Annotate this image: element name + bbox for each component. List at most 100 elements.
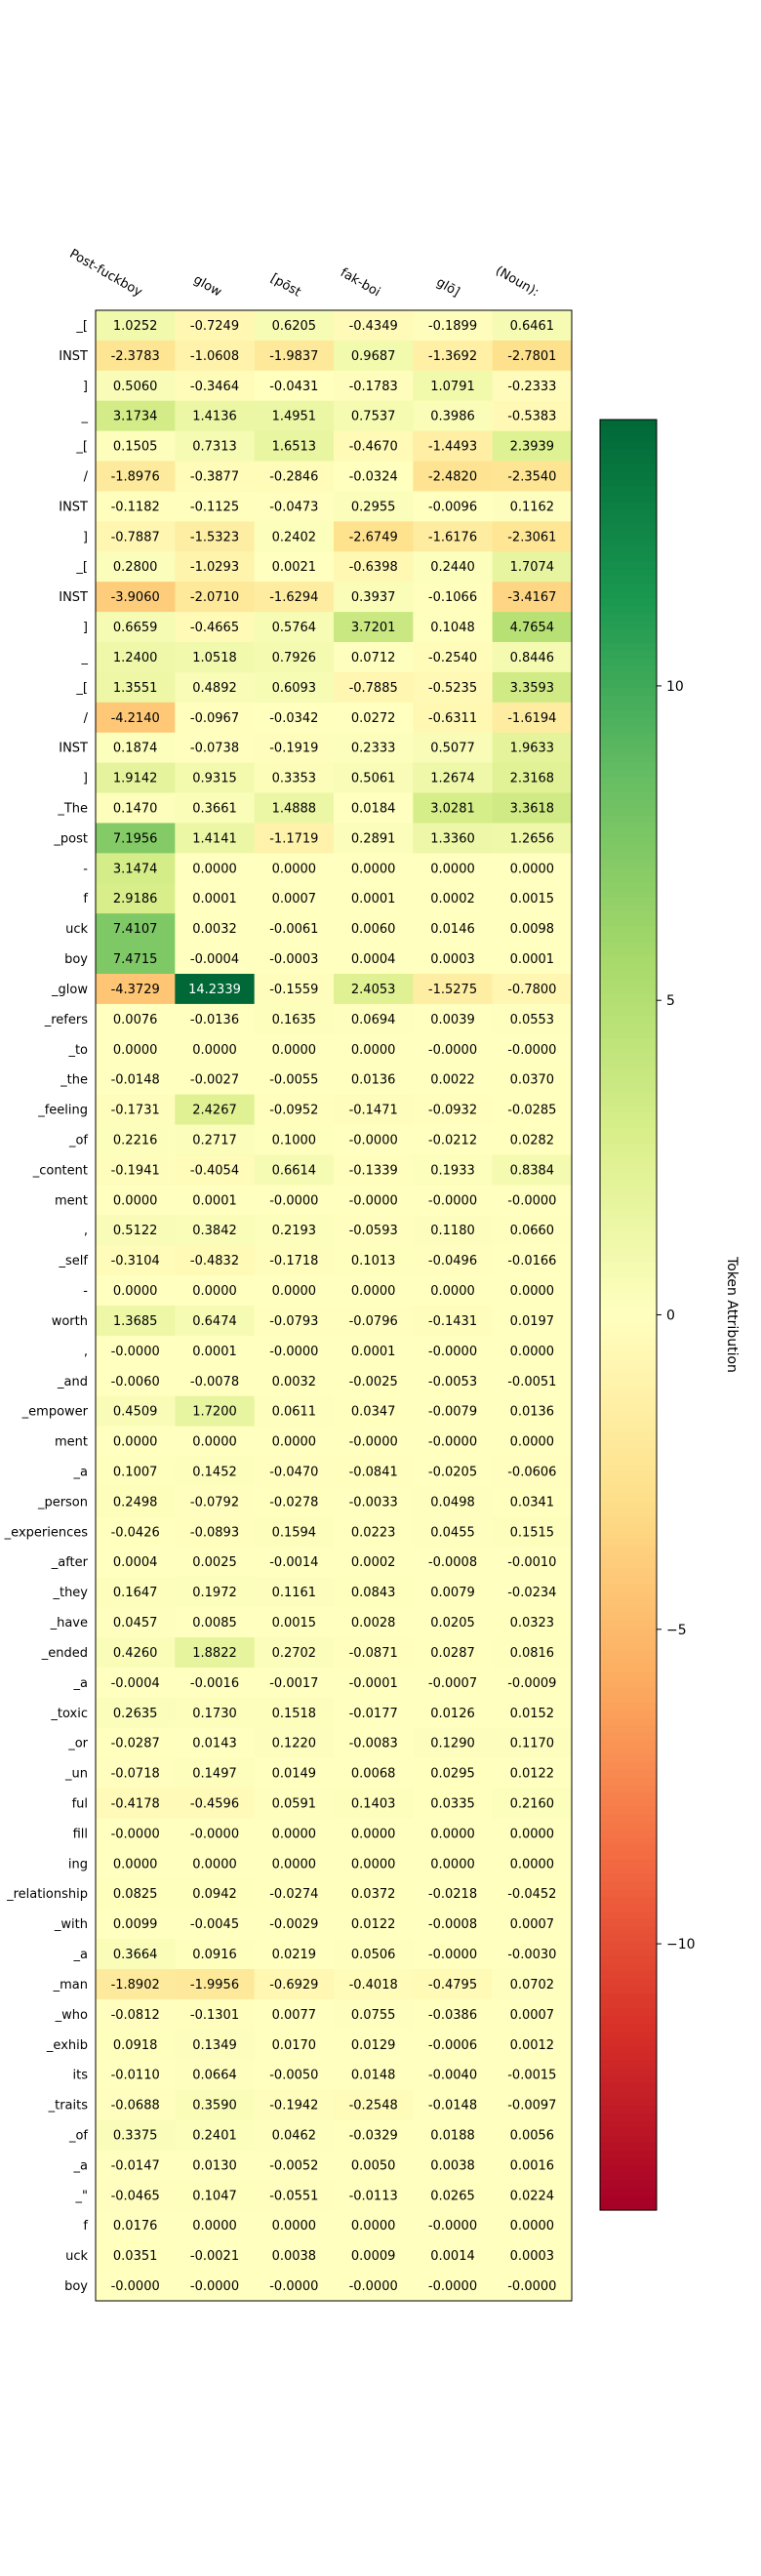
colorbar-gradient-segment <box>600 621 657 629</box>
colorbar-gradient-segment <box>600 426 657 435</box>
colorbar-gradient-segment <box>600 1665 657 1674</box>
heatmap-cell <box>334 1577 414 1608</box>
cell-value: -0.0000 <box>269 1193 318 1208</box>
heatmap-cell <box>96 1426 176 1458</box>
colorbar-gradient-segment <box>600 651 657 660</box>
heatmap-cell <box>413 551 494 583</box>
colorbar-gradient-segment <box>600 1941 657 1950</box>
cell-value: 0.0003 <box>510 2249 555 2264</box>
cell-value: -0.0841 <box>349 1466 398 1480</box>
heatmap-cell <box>254 370 335 402</box>
colorbar-gradient-segment <box>600 1725 657 1734</box>
colorbar-gradient-segment <box>600 778 657 786</box>
colorbar-gradient-segment <box>600 2023 657 2033</box>
cell-value: 0.0816 <box>510 1646 555 1661</box>
colorbar-tick-label: −10 <box>666 1937 696 1952</box>
heatmap-cell <box>96 2180 176 2211</box>
cell-value: 0.4892 <box>192 681 237 696</box>
heatmap-cell <box>334 1365 414 1397</box>
heatmap-cell <box>96 1456 176 1487</box>
cell-value: 0.0001 <box>192 1193 237 1208</box>
colorbar-gradient-segment <box>600 2090 657 2099</box>
heatmap-cell <box>492 2059 573 2091</box>
heatmap-cell <box>334 853 414 884</box>
heatmap-cell <box>96 2059 176 2091</box>
heatmap-cell <box>96 310 176 342</box>
cell-value: -0.0000 <box>111 1345 160 1359</box>
cell-value: 0.0000 <box>192 1043 237 1058</box>
colorbar-gradient-segment <box>600 695 657 704</box>
colorbar-gradient-segment <box>600 2113 657 2121</box>
cell-value: 0.2193 <box>272 1224 317 1238</box>
cell-value: -0.2548 <box>349 2099 398 2113</box>
cell-value: -0.0688 <box>111 2099 160 2113</box>
heatmap-cell <box>334 1878 414 1910</box>
cell-value: -0.4832 <box>190 1254 239 1268</box>
cell-value: -0.0060 <box>111 1375 160 1389</box>
colorbar-gradient-segment <box>600 703 657 711</box>
cell-value: -0.4665 <box>190 621 239 635</box>
heatmap-cell <box>334 2089 414 2121</box>
heatmap-cell <box>413 1878 494 1910</box>
heatmap-cell <box>175 2180 256 2211</box>
heatmap-cell <box>492 671 573 704</box>
colorbar-gradient-segment <box>600 1628 657 1636</box>
heatmap-cell <box>175 1727 256 1759</box>
cell-value: 0.0176 <box>113 2219 158 2234</box>
cell-value: -0.0967 <box>190 711 239 726</box>
cell-value: 2.4267 <box>192 1104 237 1118</box>
colorbar-gradient-segment <box>600 785 657 793</box>
cell-value: 0.0056 <box>510 2129 555 2144</box>
row-label: _after <box>51 1555 89 1570</box>
colorbar-gradient-segment <box>600 2068 657 2076</box>
colorbar-gradient-segment <box>600 1680 657 1689</box>
cell-value: -0.0593 <box>349 1224 398 1238</box>
heatmap-cell <box>175 491 256 522</box>
colorbar-gradient-segment <box>600 524 657 533</box>
cell-value: 0.7926 <box>272 651 317 665</box>
cell-value: -1.6194 <box>507 711 556 726</box>
heatmap-cell <box>175 853 256 884</box>
cell-value: -0.0205 <box>428 1466 477 1480</box>
cell-value: 0.0136 <box>510 1405 555 1420</box>
colorbar-gradient-segment <box>600 1314 657 1323</box>
colorbar-gradient-segment <box>600 1001 657 1010</box>
colorbar-gradient-segment <box>600 904 657 913</box>
heatmap-cell <box>175 1395 256 1428</box>
cell-value: 0.0129 <box>351 2038 396 2053</box>
cell-value: -0.0000 <box>349 2279 398 2294</box>
row-label: _toxic <box>50 1707 88 1721</box>
heatmap-cell <box>96 1215 176 1246</box>
colorbar-gradient-segment <box>600 516 657 525</box>
row-label: _a <box>73 2158 88 2173</box>
colorbar-gradient-segment <box>600 1367 657 1376</box>
heatmap-cell <box>175 461 256 492</box>
cell-value: 0.1170 <box>510 1737 555 1751</box>
cell-value: 0.0000 <box>510 1827 555 1841</box>
cell-value: 0.0664 <box>192 2069 237 2083</box>
heatmap-cell <box>175 1667 256 1699</box>
heatmap-cell <box>413 762 494 794</box>
colorbar-gradient-segment <box>600 2053 657 2062</box>
cell-value: 0.0130 <box>192 2158 237 2173</box>
cell-value: -0.0110 <box>111 2069 160 2083</box>
colorbar-gradient-segment <box>600 1687 657 1697</box>
heatmap-cell <box>492 1788 573 1819</box>
colorbar-gradient-segment <box>600 1881 657 1890</box>
heatmap-cell <box>334 1818 414 1849</box>
colorbar-gradient-segment <box>600 971 657 981</box>
heatmap-cell <box>492 1395 573 1428</box>
colorbar-gradient-segment <box>600 1658 657 1667</box>
row-label: _or <box>67 1737 88 1751</box>
cell-value: -0.0079 <box>428 1405 477 1420</box>
cell-value: 0.1874 <box>113 742 158 756</box>
cell-value: -0.6311 <box>428 711 477 726</box>
cell-value: 0.0009 <box>351 2249 396 2264</box>
cell-value: 1.4951 <box>272 410 317 424</box>
row-label: / <box>84 470 89 485</box>
heatmap-cell <box>413 1848 494 1879</box>
colorbar-gradient-segment <box>600 1859 657 1868</box>
colorbar-gradient-segment <box>600 486 657 496</box>
cell-value: -0.0008 <box>428 1917 477 1932</box>
cell-value: 0.0000 <box>113 1043 158 1058</box>
